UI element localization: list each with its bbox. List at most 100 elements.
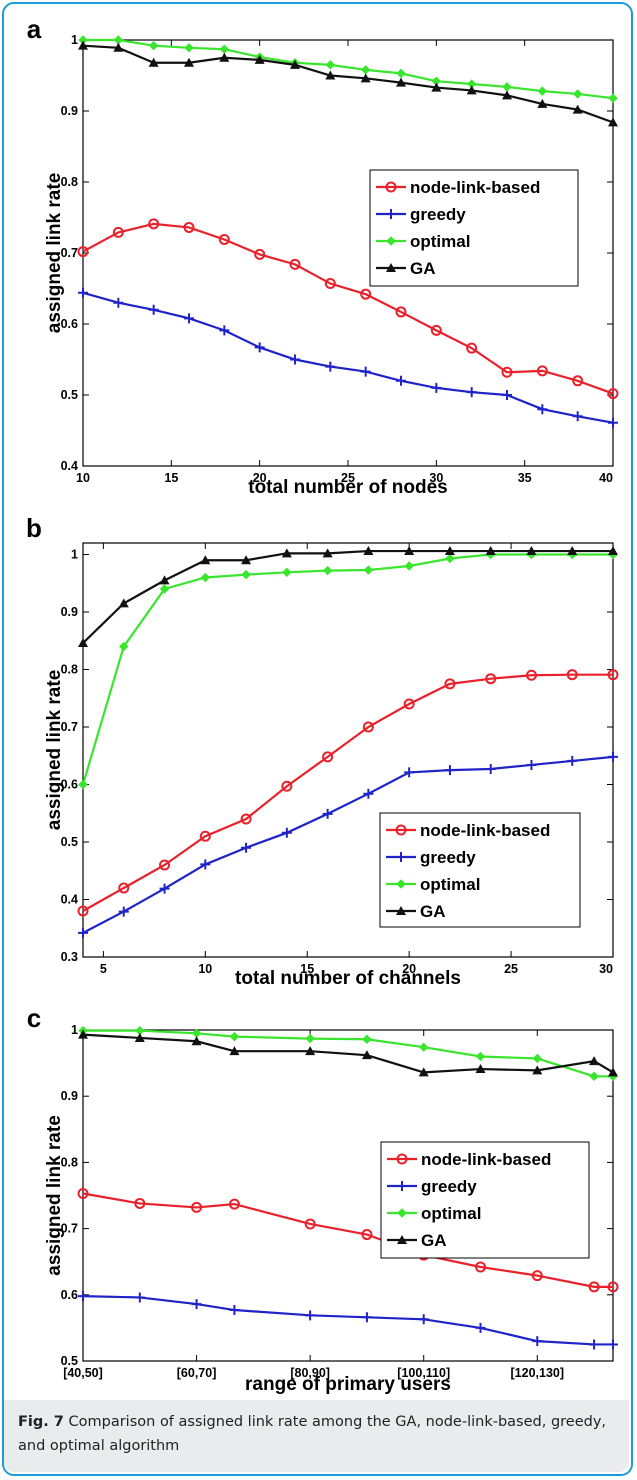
series-greedy [78,751,618,938]
data-point [444,765,455,776]
y-tick-label: 0.3 [61,950,78,964]
y-tick-label: 1 [71,33,78,47]
data-point [608,117,618,127]
x-tick-label: 15 [164,471,178,485]
legend-label: GA [420,902,446,921]
data-point [363,565,374,575]
x-tick-label: [80,90] [290,1366,330,1380]
x-tick-label: [120,130] [511,1366,565,1380]
x-tick-label: 25 [341,471,355,485]
legend-box [380,1141,590,1259]
data-point [531,1270,543,1282]
data-point [134,1032,145,1042]
data-point [444,678,456,690]
data-point [118,598,129,608]
y-axis-label: assigned link rate [44,173,65,334]
data-point [567,755,578,766]
data-point [191,1036,202,1046]
legend: node-link-based greedy optimal GA [379,812,581,928]
chart-panel-c: c 0.5 0.6 0.7 0.8 0.9 1 [40,50] [60,70] [80,90] [1… [27,1003,619,1395]
data-point [485,763,496,774]
legend-box [379,812,581,928]
data-point [241,555,252,565]
data-point [475,1322,486,1333]
data-point [254,342,265,353]
data-point [229,1305,240,1316]
legend-marker [386,263,396,272]
data-point [183,221,195,233]
data-point [608,1067,618,1077]
data-point [229,1046,240,1056]
data-point [77,905,89,917]
data-point [419,1042,429,1052]
series-GA [78,1029,618,1077]
data-point [200,572,211,583]
y-tick-label: 0.7 [61,246,78,260]
panel-letter-c: c [27,1003,41,1033]
data-point [485,546,496,556]
data-point [361,1229,373,1241]
x-tick-label: 40 [599,471,613,485]
data-point [78,779,88,790]
series-line [81,553,613,785]
caption-box: Fig. 7 Comparison of assigned link rate … [4,1400,629,1472]
legend-marker [397,1208,407,1218]
data-point [78,40,88,50]
data-point [537,404,548,415]
data-point [502,390,512,400]
data-point [572,89,583,99]
legend-label: greedy [421,1177,477,1196]
data-point [184,43,194,53]
legend-label: GA [421,1231,447,1250]
data-point [199,830,211,842]
legend-marker [386,209,396,219]
legend-marker [396,852,406,862]
data-point [532,1336,543,1347]
y-tick-label: 0.9 [61,104,78,118]
data-point [281,548,292,558]
series-line [83,38,614,100]
legend-label: greedy [420,848,476,867]
data-point [466,85,477,95]
data-point [325,361,336,372]
y-tick-label: 0.9 [61,605,78,619]
data-point [134,1197,146,1209]
y-tick-label: 0.4 [61,893,78,907]
data-point [77,1188,89,1200]
data-point [363,788,374,799]
data-point [501,366,513,378]
data-point [362,1034,372,1044]
x-tick-label: [40,50] [63,1366,103,1380]
data-point [218,234,230,246]
series-node-link-based [77,669,619,917]
data-point [304,1218,316,1230]
x-tick-label: 20 [253,471,267,485]
data-point [191,1299,202,1310]
data-point [404,546,415,556]
data-point [485,673,497,685]
data-point [403,698,415,710]
data-point [228,1198,240,1210]
panel-letter-b: b [26,513,42,543]
data-point [241,842,252,853]
legend-marker [396,1153,408,1165]
data-point [475,1051,486,1062]
y-tick-label: 0.7 [61,720,78,734]
data-point [322,548,333,558]
legend-marker [396,906,406,915]
y-tick-label: 0.6 [61,317,78,331]
data-point [361,1312,372,1323]
x-tick-label: [60,70] [177,1366,217,1380]
series-line [82,291,614,424]
legend-marker [396,879,406,889]
data-point [78,1029,88,1039]
legend-label: node-link-based [420,821,550,840]
x-axis-label: total number of nodes [248,477,448,498]
series-node-link-based [77,218,619,400]
data-point [537,86,548,96]
legend-label: GA [410,259,436,278]
data-point [200,555,211,565]
x-tick-label: 25 [504,962,518,976]
legend-label: node-link-based [410,178,540,197]
data-point [363,546,374,556]
